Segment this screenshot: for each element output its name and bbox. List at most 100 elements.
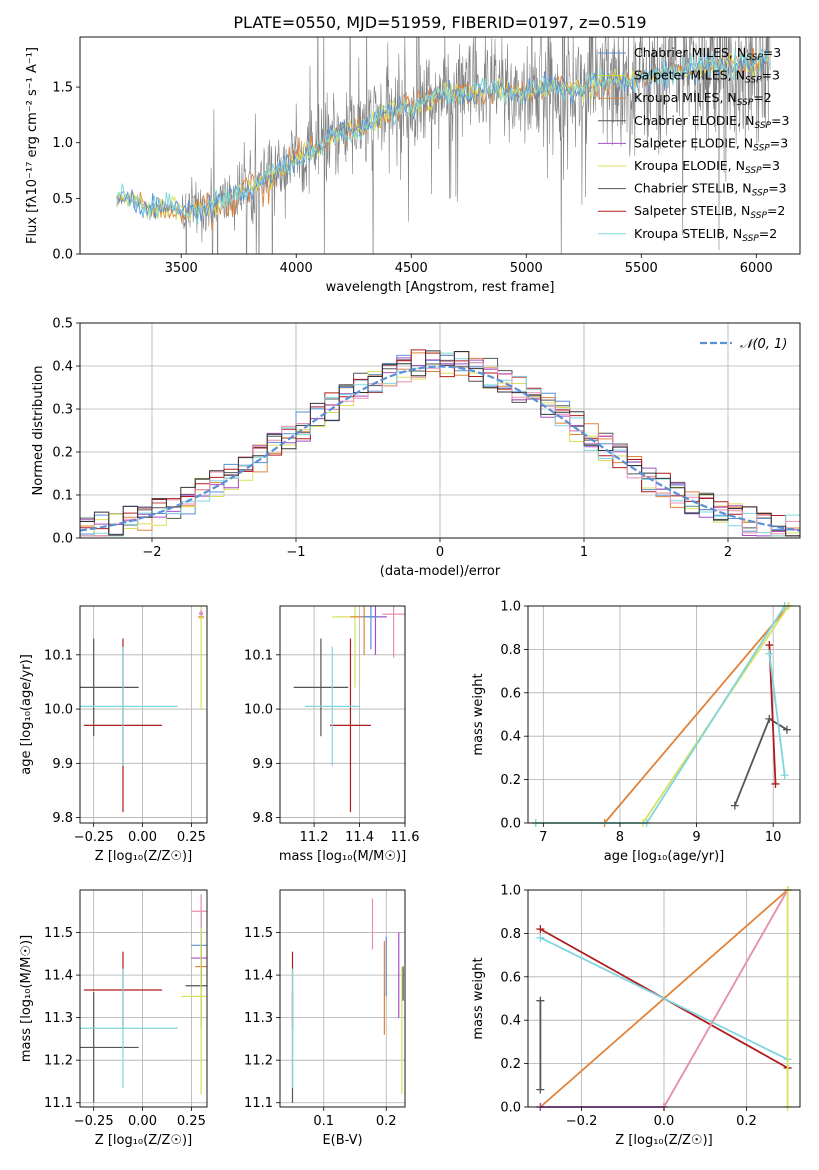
x-tick-label: −0.25: [74, 830, 114, 845]
y-tick-label: 0.4: [52, 360, 73, 375]
weight-series-line: [535, 605, 790, 824]
spectrum-model-line: [116, 48, 771, 224]
gaussian-curve: [80, 365, 800, 532]
error-bar-point: [191, 894, 207, 929]
y-tick-label: 0.2: [500, 773, 521, 788]
x-axis-label: wavelength [Angstrom, rest frame]: [326, 280, 555, 295]
y-tick-label: 11.4: [244, 969, 273, 984]
plot-area: [531, 602, 793, 827]
legend-label-main: Chabrier ELODIE, N: [634, 113, 754, 128]
legend-label-sub: SSP: [745, 76, 762, 86]
error-bar-point: [382, 606, 405, 658]
x-tick-label: 0.2: [376, 1114, 397, 1129]
x-tick-label: 7: [539, 830, 547, 845]
y-tick-label: 1.0: [52, 136, 73, 151]
x-tick-label: 0.00: [128, 830, 157, 845]
x-tick-label: 0.00: [128, 1114, 157, 1129]
y-tick-label: 0.0: [52, 248, 73, 263]
weight-point-marker: [780, 771, 789, 780]
weight-point-marker: [765, 641, 774, 650]
error-bar-point: [198, 606, 204, 711]
x-tick-label: 11.2: [300, 830, 329, 845]
y-tick-label: 10.0: [44, 703, 73, 718]
x-tick-label: 0.0: [654, 1114, 675, 1129]
y-tick-label: 11.1: [244, 1096, 273, 1111]
y-axis-label: mass [log₁₀(M/M☉)]: [19, 935, 34, 1062]
legend-label-tail: =2: [753, 90, 771, 105]
y-tick-label: 1.0: [500, 600, 521, 615]
y-tick-label: 11.3: [244, 1011, 273, 1026]
legend-label-tail: =3: [763, 45, 781, 60]
y-axis-label: mass weight: [471, 957, 486, 1039]
y-tick-label: 0.1: [52, 489, 73, 504]
weight-point-marker: [536, 996, 545, 1005]
y-tick-label: 9.8: [252, 811, 273, 826]
y-axis-label: Flux [fλ10⁻¹⁷ erg cm⁻² s⁻¹ A⁻¹]: [25, 47, 40, 244]
error-bar-point: [80, 968, 178, 1088]
legend-label-sub: SSP: [754, 121, 771, 131]
legend-label-sub: SSP: [745, 166, 762, 176]
y-tick-label: 10.1: [244, 648, 273, 663]
x-tick-label: 4000: [280, 261, 313, 276]
axes-frame: [79, 605, 208, 824]
x-tick-label: 0.25: [177, 1114, 206, 1129]
mass-vs-metallicity-chart: −0.25 0.00 0.25 11.1 11.2 11.3 11.4 11.5 Z [log₁…: [19, 889, 208, 1148]
axes-frame: [79, 322, 801, 539]
weight-series-line: [768, 653, 786, 776]
residuals-histogram: −2 −1 0 1 2 0.0 0.1 0.2 0.3 0.4 0.5 (data-model)/er…: [31, 317, 801, 579]
x-tick-label: 0.2: [736, 1114, 757, 1129]
axes-frame: [79, 889, 208, 1108]
y-tick-label: 0.4: [500, 1014, 521, 1029]
error-bar-point: [293, 638, 349, 737]
error-bar-point: [181, 898, 207, 1095]
legend-label: Chabrier STELIB, NSSP=3: [634, 181, 787, 199]
axes-frame: [279, 889, 406, 1108]
x-axis-label: Z [log₁₀(Z/Z☉)]: [95, 1133, 192, 1148]
y-tick-label: 11.1: [44, 1096, 73, 1111]
y-tick-label: 11.5: [244, 926, 273, 941]
x-tick-label: 11.4: [345, 830, 374, 845]
error-bar-point: [305, 646, 360, 767]
legend-label-main: Chabrier STELIB, N: [634, 181, 752, 196]
y-tick-label: 11.4: [44, 969, 73, 984]
x-tick-label: 3500: [165, 261, 198, 276]
legend-label-tail: =3: [762, 68, 780, 83]
legend-label-sub: SSP: [752, 189, 769, 199]
weight-point-marker: [730, 801, 739, 810]
weight-point-marker: [536, 933, 545, 942]
y-tick-label: 9.9: [252, 757, 273, 772]
legend-label: 𝒩(0, 1): [740, 337, 787, 352]
weight-point-marker: [536, 925, 545, 934]
error-bar-point: [80, 638, 139, 737]
x-tick-label: 6000: [740, 261, 773, 276]
error-bar-point: [199, 609, 204, 616]
y-tick-label: 0.3: [52, 403, 73, 418]
legend-label: Salpeter STELIB, NSSP=2: [634, 203, 785, 221]
y-tick-label: 0.8: [500, 643, 521, 658]
weight-series-line: [663, 889, 789, 1108]
axes-frame: [79, 36, 801, 255]
weight-point-marker: [765, 649, 774, 658]
plot-area: [116, 37, 771, 254]
weight-series-line: [535, 605, 790, 824]
x-axis-label: Z [log₁₀(Z/Z☉)]: [615, 1133, 712, 1148]
legend-label-tail: =3: [770, 135, 788, 150]
y-tick-label: 11.5: [44, 926, 73, 941]
x-axis-label: (data-model)/error: [380, 564, 501, 579]
x-tick-label: 1: [580, 545, 588, 560]
y-axis-label: mass weight: [471, 673, 486, 755]
x-tick-label: 5500: [625, 261, 658, 276]
legend-label: Kroupa ELODIE, NSSP=3: [634, 158, 780, 176]
y-tick-label: 0.8: [500, 927, 521, 942]
x-tick-label: 8: [616, 830, 624, 845]
mass-vs-ebv-chart: 0.1 0.2 11.1 11.2 11.3 11.4 11.5 E(B-V): [244, 889, 406, 1148]
weight-series-line: [540, 936, 788, 1061]
axes-frame: [527, 889, 801, 1108]
plot-area: [293, 606, 405, 813]
mass-weight-vs-age-chart: 7 8 9 10 0.0 0.2 0.4 0.6 0.8 1.0 age [log₁₀(age/yr…: [471, 600, 801, 864]
x-tick-label: 0.1: [313, 1114, 334, 1129]
x-tick-label: −2: [142, 545, 161, 560]
plot-area: [80, 349, 800, 537]
legend-label-main: Kroupa MILES, N: [634, 90, 737, 105]
